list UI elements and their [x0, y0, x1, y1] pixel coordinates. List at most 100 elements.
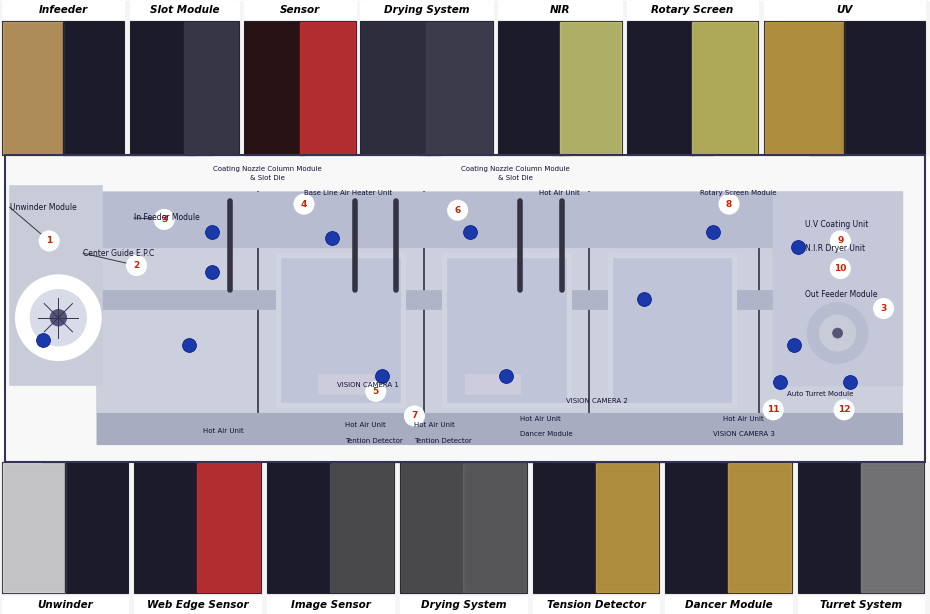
Bar — [627, 21, 758, 155]
Bar — [65, 463, 127, 592]
Bar — [534, 463, 597, 592]
Bar — [613, 258, 731, 402]
Text: & Slot Die: & Slot Die — [250, 175, 285, 181]
Bar — [258, 192, 423, 247]
Text: 10: 10 — [834, 264, 846, 273]
Text: Center Guide E.P.C: Center Guide E.P.C — [83, 249, 154, 258]
Bar — [130, 1, 239, 19]
Bar — [267, 596, 394, 614]
Bar — [97, 192, 902, 443]
Circle shape — [830, 259, 850, 278]
Circle shape — [405, 406, 424, 426]
Bar — [798, 596, 924, 614]
Circle shape — [834, 400, 854, 419]
Bar — [300, 22, 355, 154]
Bar — [590, 192, 760, 247]
Bar — [2, 21, 124, 155]
Bar — [533, 462, 659, 593]
Bar — [2, 1, 124, 19]
Bar — [499, 22, 561, 154]
Text: Rotary Screen: Rotary Screen — [651, 5, 734, 15]
Bar — [2, 462, 128, 593]
Bar — [498, 21, 622, 155]
Bar — [134, 462, 261, 593]
Bar — [760, 192, 902, 247]
Text: VISION CAMERA 1: VISION CAMERA 1 — [338, 383, 399, 388]
Text: 3: 3 — [161, 215, 167, 224]
Circle shape — [295, 195, 313, 214]
Text: Slot Module: Slot Module — [150, 5, 219, 15]
Bar — [665, 462, 792, 593]
Bar — [244, 1, 356, 19]
Bar — [423, 192, 590, 247]
Text: 3: 3 — [881, 304, 886, 313]
Bar — [400, 596, 527, 614]
Circle shape — [127, 256, 146, 275]
Text: 9: 9 — [837, 236, 844, 246]
Bar — [361, 22, 427, 154]
Circle shape — [448, 201, 467, 220]
Text: Tention Detector: Tention Detector — [415, 438, 472, 443]
Circle shape — [17, 276, 100, 360]
Text: 7: 7 — [411, 411, 418, 421]
Bar — [2, 596, 128, 614]
Bar — [97, 290, 902, 308]
Circle shape — [874, 299, 893, 318]
Text: 5: 5 — [373, 387, 379, 396]
Text: U.V Coating Unit: U.V Coating Unit — [805, 220, 869, 228]
Text: Out Feeder Module: Out Feeder Module — [805, 290, 878, 299]
Text: VISION CAMERA 3: VISION CAMERA 3 — [713, 432, 776, 437]
Text: Coating Nozzle Column Module: Coating Nozzle Column Module — [213, 166, 322, 172]
Circle shape — [832, 328, 843, 338]
Bar — [426, 22, 492, 154]
Text: VISION CAMERA 2: VISION CAMERA 2 — [566, 398, 628, 403]
Text: Hot Air Unit: Hot Air Unit — [203, 429, 244, 434]
Text: Sensor: Sensor — [280, 5, 320, 15]
Text: Drying System: Drying System — [420, 600, 506, 610]
Bar — [97, 413, 902, 443]
Text: 1: 1 — [46, 236, 52, 246]
Bar — [276, 253, 405, 406]
Bar — [134, 596, 261, 614]
Bar — [244, 21, 356, 155]
Text: Tention Detector: Tention Detector — [345, 438, 403, 443]
Bar — [282, 258, 400, 402]
Bar — [728, 463, 791, 592]
Bar — [0, 1, 930, 155]
Bar — [3, 22, 64, 154]
Text: Dancer Module: Dancer Module — [520, 432, 573, 437]
Bar — [498, 1, 622, 19]
Text: NIR: NIR — [550, 5, 570, 15]
Bar — [442, 253, 571, 406]
Circle shape — [40, 231, 59, 251]
Circle shape — [50, 309, 66, 325]
Circle shape — [154, 210, 174, 229]
Text: In Feeder Module: In Feeder Module — [134, 214, 200, 222]
Bar — [360, 1, 493, 19]
Text: Turret System: Turret System — [820, 600, 902, 610]
Bar — [463, 463, 526, 592]
Bar — [798, 462, 924, 593]
Bar — [799, 463, 862, 592]
Bar — [773, 192, 902, 385]
Bar — [9, 185, 101, 385]
Bar — [627, 1, 758, 19]
Bar — [268, 463, 331, 592]
Bar — [665, 596, 792, 614]
Bar — [666, 463, 729, 592]
Bar — [861, 463, 923, 592]
Text: Tension Detector: Tension Detector — [547, 600, 645, 610]
Text: Hot Air Unit: Hot Air Unit — [723, 416, 764, 422]
Text: Hot Air Unit: Hot Air Unit — [415, 422, 455, 428]
Bar — [447, 258, 565, 402]
Bar — [131, 22, 185, 154]
Text: 11: 11 — [767, 405, 779, 414]
Bar — [63, 22, 123, 154]
Text: Dancer Module: Dancer Module — [684, 600, 772, 610]
Bar — [607, 253, 737, 406]
Text: Rotary Screen Module: Rotary Screen Module — [699, 190, 777, 196]
Circle shape — [819, 315, 856, 351]
Text: 12: 12 — [838, 405, 850, 414]
Circle shape — [366, 382, 385, 401]
Bar — [97, 192, 258, 247]
